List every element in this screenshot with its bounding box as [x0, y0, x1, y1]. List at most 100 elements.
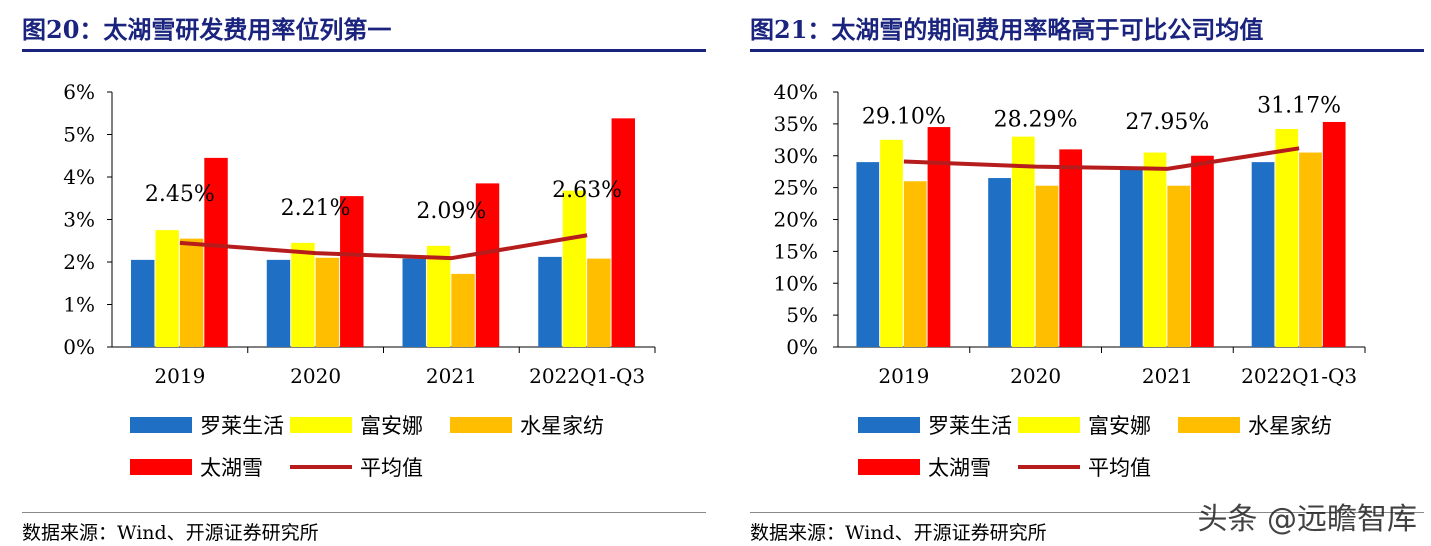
- chart-title: 图21：太湖雪的期间费用率略高于可比公司均值: [750, 15, 1264, 44]
- legend-swatch: [450, 417, 512, 433]
- bar-罗莱生活-2022Q1-Q3: [538, 256, 562, 347]
- x-tick-label: 2021: [1142, 364, 1193, 388]
- y-tick-label: 2%: [63, 250, 95, 274]
- legend-item: 富安娜: [1018, 410, 1151, 440]
- bar-水星家纺-2020: [1035, 185, 1059, 347]
- average-data-label: 29.10%: [862, 104, 946, 129]
- bar-富安娜-2019: [880, 139, 903, 347]
- legend-label: 水星家纺: [1248, 414, 1332, 438]
- legend-label: 太湖雪: [928, 456, 991, 480]
- x-tick-label: 2019: [878, 364, 929, 388]
- average-data-label: 27.95%: [1125, 110, 1209, 135]
- bar-罗莱生活-2021: [1119, 168, 1143, 347]
- average-data-label: 2.21%: [281, 196, 351, 221]
- legend-line-swatch: [1018, 465, 1080, 469]
- legend-item: 太湖雪: [858, 452, 991, 482]
- y-tick-label: 30%: [774, 144, 818, 168]
- bar-太湖雪-2022Q1-Q3: [1322, 121, 1346, 348]
- bar-罗莱生活-2020: [266, 259, 291, 347]
- bar-罗莱生活-2020: [988, 178, 1011, 347]
- legend-label: 罗莱生活: [200, 414, 284, 438]
- source-divider: [750, 512, 1424, 513]
- legend-swatch: [130, 459, 192, 475]
- legend-label: 富安娜: [1088, 414, 1151, 438]
- legend-item: 平均值: [290, 452, 423, 482]
- bar-太湖雪-2020: [1059, 149, 1083, 347]
- y-tick-label: 3%: [63, 208, 95, 232]
- y-tick-label: 40%: [774, 80, 818, 104]
- y-tick-label: 20%: [774, 208, 818, 232]
- bar-chart-period-expense: 0% 5% 10% 15% 20% 25% 30% 35% 40% 2019 2020 2021 202…: [774, 80, 1366, 388]
- legend-item: 水星家纺: [450, 410, 604, 440]
- legend-swatch: [1018, 417, 1080, 433]
- legend-label: 平均值: [1088, 456, 1151, 480]
- y-tick-label: 6%: [63, 80, 95, 104]
- legend-swatch: [130, 417, 192, 433]
- bar-太湖雪-2019: [204, 157, 228, 347]
- y-tick-label: 1%: [63, 293, 95, 317]
- bar-富安娜-2020: [1011, 136, 1035, 347]
- bar-富安娜-2021: [1143, 152, 1167, 347]
- bar-罗莱生活-2021: [402, 258, 426, 347]
- watermark-text: 头条 @远瞻智库: [1197, 502, 1417, 537]
- average-data-label: 28.29%: [994, 108, 1078, 133]
- source-note: 数据来源：Wind、开源证券研究所: [22, 522, 319, 544]
- bar-水星家纺-2022Q1-Q3: [587, 258, 611, 347]
- bar-太湖雪-2022Q1-Q3: [611, 118, 635, 347]
- average-data-label: 2.45%: [145, 182, 215, 207]
- legend-item: 水星家纺: [1178, 410, 1332, 440]
- bar-水星家纺-2021: [1167, 185, 1191, 347]
- y-tick-label: 0%: [786, 335, 818, 359]
- x-tick-label: 2019: [154, 364, 205, 388]
- legend-swatch: [1178, 417, 1240, 433]
- bar-富安娜-2021: [426, 245, 451, 347]
- average-data-label: 2.09%: [416, 199, 486, 224]
- legend-label: 罗莱生活: [928, 414, 1012, 438]
- legend-swatch: [290, 417, 352, 433]
- bar-富安娜-2022Q1-Q3: [562, 190, 587, 347]
- bar-chart-rd-expense: 0% 1% 2% 3% 4% 5% 6% 2019 2020 2021 2022Q1-Q3 2.45%…: [63, 80, 656, 388]
- x-tick-label: 2022Q1-Q3: [1241, 364, 1357, 388]
- legend-item: 太湖雪: [130, 452, 263, 482]
- y-tick-label: 35%: [774, 112, 818, 136]
- legend-item: 罗莱生活: [130, 410, 284, 440]
- average-line: [179, 233, 588, 261]
- average-data-label: 31.17%: [1257, 93, 1341, 118]
- x-tick-label: 2022Q1-Q3: [529, 364, 645, 388]
- average-data-label: 2.63%: [552, 178, 622, 203]
- chart-panel-right: 图21：太湖雪的期间费用率略高于可比公司均值 0% 5% 10% 15% 20% 25% 3…: [728, 0, 1428, 546]
- y-tick-label: 5%: [63, 123, 95, 147]
- legend-swatch: [858, 417, 920, 433]
- bar-富安娜-2019: [155, 230, 179, 347]
- y-tick-label: 15%: [774, 239, 818, 263]
- bar-水星家纺-2019: [903, 181, 927, 347]
- legend-label: 太湖雪: [200, 456, 263, 480]
- chart-panel-left: 图20：太湖雪研发费用率位列第一 0% 1% 2% 3% 4% 5% 6% 2019 2020 2…: [0, 0, 710, 546]
- bar-水星家纺-2022Q1-Q3: [1299, 152, 1322, 347]
- bar-水星家纺-2019: [179, 238, 204, 347]
- bar-罗莱生活-2022Q1-Q3: [1251, 162, 1275, 347]
- x-tick-label: 2021: [426, 364, 477, 388]
- bar-太湖雪-2021: [1191, 155, 1214, 347]
- y-tick-label: 0%: [63, 335, 95, 359]
- title-divider: [750, 49, 1424, 52]
- legend-item: 富安娜: [290, 410, 423, 440]
- bar-富安娜-2020: [291, 242, 315, 347]
- chart-title: 图20：太湖雪研发费用率位列第一: [22, 15, 392, 44]
- bar-太湖雪-2020: [340, 196, 364, 347]
- y-tick-label: 10%: [774, 271, 818, 295]
- legend-swatch: [858, 459, 920, 475]
- legend-label: 富安娜: [360, 414, 423, 438]
- x-tick-label: 2020: [290, 364, 341, 388]
- bar-太湖雪-2021: [475, 183, 500, 347]
- average-line: [903, 146, 1300, 171]
- y-tick-label: 25%: [774, 176, 818, 200]
- bar-水星家纺-2021: [451, 273, 475, 347]
- bar-罗莱生活-2019: [131, 259, 155, 347]
- legend-label: 水星家纺: [520, 414, 604, 438]
- source-divider: [22, 512, 706, 513]
- legend-item: 平均值: [1018, 452, 1151, 482]
- y-tick-label: 4%: [63, 165, 95, 189]
- legend-item: 罗莱生活: [858, 410, 1012, 440]
- bar-水星家纺-2020: [315, 257, 340, 347]
